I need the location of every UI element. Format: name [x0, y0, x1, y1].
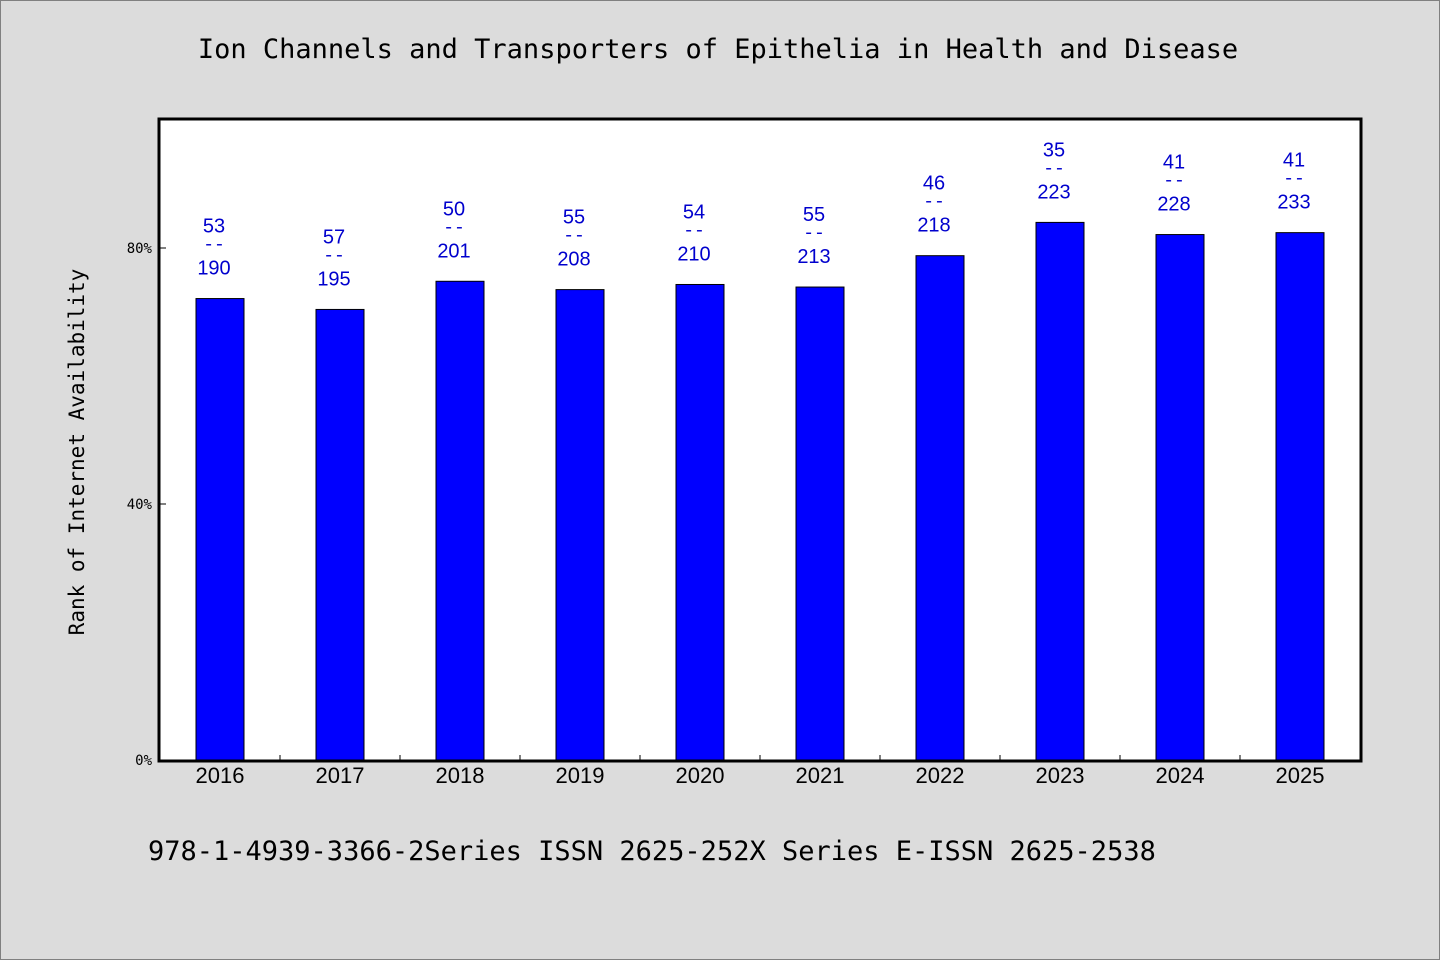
- bar-2017: [315, 308, 365, 761]
- ticks-group: 2016 2017 2018 2019 2020 2021 2022 2023 2024 2025…: [127, 241, 1325, 788]
- x-tick-label-2017: 2017: [316, 763, 365, 788]
- footnote: 978-1-4939-3366-2Series ISSN 2625-252X S…: [148, 836, 1156, 867]
- data-label-total-2020: 210: [677, 243, 710, 265]
- data-label-rank-2017: 57: [323, 226, 345, 248]
- bar-2018: [435, 280, 485, 761]
- data-label-separator-2016: --: [203, 236, 225, 256]
- x-tick-label-2020: 2020: [676, 763, 725, 788]
- data-label-separator-2020: --: [683, 221, 705, 241]
- bar-2023: [1035, 221, 1085, 761]
- data-label-total-2016: 190: [197, 258, 230, 280]
- data-label-rank-2019: 55: [563, 207, 585, 229]
- y-tick-label-80: 80%: [127, 241, 153, 257]
- data-label-rank-2022: 46: [923, 173, 945, 195]
- data-label-rank-2021: 55: [803, 204, 825, 226]
- data-labels-group: 53--19057--19550--20155--20854--21055--2…: [197, 139, 1310, 290]
- x-tick-label-2025: 2025: [1276, 763, 1325, 788]
- data-label-separator-2024: --: [1163, 172, 1185, 192]
- data-label-total-2017: 195: [317, 268, 350, 290]
- data-label-total-2025: 233: [1277, 192, 1310, 214]
- bar-2022: [915, 255, 965, 761]
- data-label-total-2023: 223: [1037, 181, 1070, 203]
- data-label-rank-2023: 35: [1043, 139, 1065, 161]
- x-tick-label-2019: 2019: [556, 763, 605, 788]
- data-label-rank-2020: 54: [683, 201, 705, 223]
- data-label-separator-2023: --: [1043, 159, 1065, 179]
- data-label-separator-2025: --: [1283, 170, 1305, 190]
- x-tick-label-2016: 2016: [196, 763, 245, 788]
- data-label-separator-2019: --: [563, 227, 585, 247]
- y-tick-label-0: 0%: [135, 753, 152, 769]
- data-label-total-2019: 208: [557, 249, 590, 271]
- data-label-separator-2021: --: [803, 224, 825, 244]
- bar-2024: [1155, 234, 1205, 761]
- data-label-separator-2022: --: [923, 193, 945, 213]
- chart-title: Ion Channels and Transporters of Epithel…: [197, 34, 1239, 65]
- data-label-separator-2017: --: [323, 246, 345, 266]
- data-label-rank-2025: 41: [1283, 150, 1305, 172]
- data-label-total-2022: 218: [917, 215, 950, 237]
- bar-2025: [1275, 232, 1325, 761]
- data-label-rank-2024: 41: [1163, 152, 1185, 174]
- data-label-separator-2018: --: [443, 218, 465, 238]
- x-tick-label-2021: 2021: [796, 763, 845, 788]
- x-tick-label-2022: 2022: [916, 763, 965, 788]
- bar-2021: [795, 286, 845, 761]
- y-tick-label-40: 40%: [127, 497, 153, 513]
- x-tick-label-2018: 2018: [436, 763, 485, 788]
- bar-2016: [195, 298, 245, 761]
- data-label-total-2018: 201: [437, 240, 470, 262]
- data-label-total-2024: 228: [1157, 194, 1190, 216]
- data-label-rank-2018: 50: [443, 198, 465, 220]
- x-tick-label-2024: 2024: [1156, 763, 1205, 788]
- data-label-rank-2016: 53: [203, 216, 225, 238]
- data-label-total-2021: 213: [797, 246, 830, 268]
- bars-group: [195, 221, 1325, 761]
- bar-2019: [555, 289, 605, 761]
- x-tick-label-2023: 2023: [1036, 763, 1085, 788]
- bar-2020: [675, 283, 725, 761]
